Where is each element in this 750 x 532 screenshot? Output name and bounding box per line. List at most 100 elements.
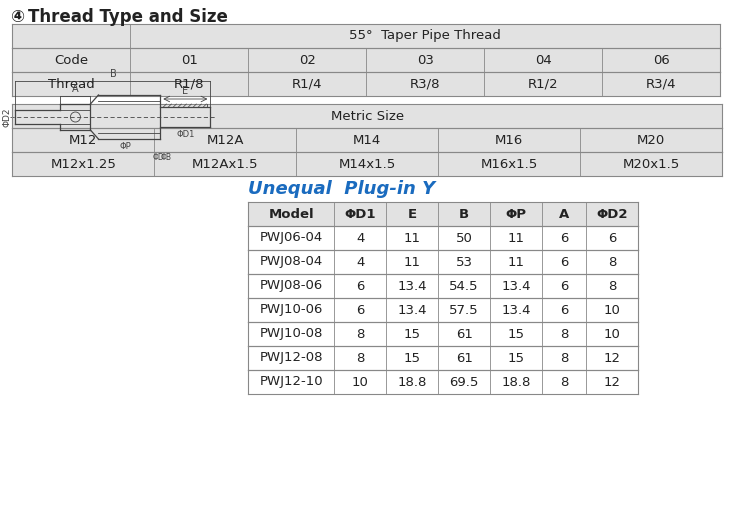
Text: M14x1.5: M14x1.5	[338, 157, 396, 170]
Text: A: A	[559, 207, 569, 220]
Text: PWJ06-04: PWJ06-04	[260, 231, 323, 245]
Text: M14: M14	[353, 134, 381, 146]
Bar	[13, 152, 154, 176]
Bar	[334, 226, 386, 250]
Text: E: E	[182, 86, 188, 96]
Bar	[586, 226, 638, 250]
Text: 6: 6	[356, 303, 364, 317]
Bar	[580, 128, 722, 152]
Text: 10: 10	[352, 376, 369, 388]
Text: ΦB: ΦB	[160, 153, 172, 162]
Bar	[484, 48, 602, 72]
Bar	[334, 346, 386, 370]
Text: R1/2: R1/2	[528, 78, 559, 90]
Bar	[248, 226, 334, 250]
Bar	[484, 72, 602, 96]
Text: 15: 15	[404, 328, 421, 340]
Text: 6: 6	[356, 279, 364, 293]
Text: ΦD1: ΦD1	[344, 207, 376, 220]
Text: 8: 8	[560, 328, 568, 340]
Bar	[248, 202, 334, 226]
Bar	[490, 298, 542, 322]
Bar	[334, 250, 386, 274]
Bar	[130, 72, 248, 96]
Bar	[586, 202, 638, 226]
Bar	[542, 250, 586, 274]
Bar	[13, 104, 722, 128]
Bar	[130, 24, 720, 48]
Bar	[386, 274, 438, 298]
Text: ΦP: ΦP	[506, 207, 526, 220]
Bar	[154, 152, 296, 176]
Bar	[438, 274, 491, 298]
Bar	[542, 298, 586, 322]
Bar	[13, 128, 154, 152]
Text: 11: 11	[404, 255, 421, 269]
Bar	[586, 346, 638, 370]
Text: M12: M12	[69, 134, 98, 146]
Text: Code: Code	[54, 54, 88, 66]
Text: M12A: M12A	[206, 134, 244, 146]
Bar	[13, 72, 130, 96]
Bar	[130, 48, 248, 72]
Text: ΦD2: ΦD2	[596, 207, 628, 220]
Bar	[542, 322, 586, 346]
Text: R3/4: R3/4	[646, 78, 676, 90]
Text: PWJ08-04: PWJ08-04	[260, 255, 323, 269]
Text: 53: 53	[456, 255, 472, 269]
Bar	[542, 226, 586, 250]
Text: PWJ10-08: PWJ10-08	[260, 328, 323, 340]
Bar	[490, 250, 542, 274]
Bar	[386, 370, 438, 394]
Bar	[490, 274, 542, 298]
Text: 15: 15	[508, 328, 525, 340]
Bar	[438, 250, 491, 274]
Text: 6: 6	[560, 231, 568, 245]
Text: 6: 6	[560, 303, 568, 317]
Bar	[386, 226, 438, 250]
Text: B: B	[459, 207, 470, 220]
Text: 61: 61	[456, 328, 472, 340]
Text: 55°  Taper Pipe Thread: 55° Taper Pipe Thread	[350, 29, 501, 43]
Bar	[248, 48, 366, 72]
Text: M16: M16	[495, 134, 524, 146]
Text: Thread Type and Size: Thread Type and Size	[28, 8, 228, 26]
Bar	[438, 128, 580, 152]
Bar	[586, 250, 638, 274]
Bar	[586, 274, 638, 298]
Text: ΦD: ΦD	[152, 153, 164, 162]
Text: Thread: Thread	[48, 78, 94, 90]
Bar	[602, 72, 720, 96]
Text: M12Ax1.5: M12Ax1.5	[192, 157, 259, 170]
Text: ΦD2: ΦD2	[2, 107, 11, 127]
Bar	[13, 24, 130, 48]
Bar	[334, 322, 386, 346]
Text: PWJ12-08: PWJ12-08	[260, 352, 323, 364]
Text: M20: M20	[637, 134, 665, 146]
Text: 6: 6	[560, 255, 568, 269]
Text: 15: 15	[508, 352, 525, 364]
Text: M16x1.5: M16x1.5	[481, 157, 538, 170]
Text: B: B	[110, 69, 116, 79]
Bar	[296, 128, 438, 152]
Bar	[438, 226, 491, 250]
Bar	[438, 202, 491, 226]
Text: 11: 11	[508, 255, 525, 269]
Text: 10: 10	[604, 328, 620, 340]
Text: 04: 04	[535, 54, 551, 66]
Bar	[248, 346, 334, 370]
Text: 50: 50	[456, 231, 472, 245]
Bar	[490, 370, 542, 394]
Text: Model: Model	[268, 207, 314, 220]
Text: 18.8: 18.8	[502, 376, 531, 388]
Bar	[334, 370, 386, 394]
Text: M20x1.5: M20x1.5	[622, 157, 680, 170]
Bar	[438, 322, 491, 346]
Text: 13.4: 13.4	[502, 279, 531, 293]
Bar	[542, 274, 586, 298]
Bar	[386, 346, 438, 370]
Text: Unequal  Plug-in Y: Unequal Plug-in Y	[248, 180, 436, 198]
Bar	[248, 298, 334, 322]
Bar	[334, 202, 386, 226]
Text: PWJ10-06: PWJ10-06	[260, 303, 323, 317]
